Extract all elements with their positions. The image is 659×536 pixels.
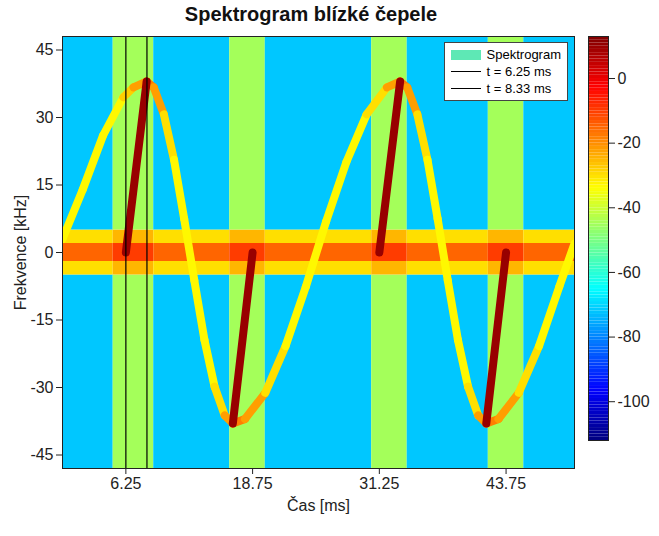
svg-text:Frekvence [kHz]: Frekvence [kHz] — [12, 195, 29, 311]
svg-text:0: 0 — [618, 70, 627, 87]
svg-text:15: 15 — [36, 176, 54, 193]
svg-text:-30: -30 — [30, 379, 53, 396]
svg-text:-45: -45 — [30, 446, 53, 463]
svg-text:31.25: 31.25 — [359, 475, 399, 492]
svg-text:45: 45 — [36, 41, 54, 58]
svg-text:6.25: 6.25 — [110, 475, 141, 492]
html-text:t = 8.33 ms: t = 8.33 ms — [486, 81, 552, 96]
svg-text:0: 0 — [45, 244, 54, 261]
html-text:Spektrogram blízké čepele: Spektrogram blízké čepele — [184, 3, 438, 25]
html-text:t = 6.25 ms: t = 6.25 ms — [486, 64, 552, 79]
svg-text:18.75: 18.75 — [233, 475, 273, 492]
svg-text:-60: -60 — [618, 264, 641, 281]
svg-text:43.75: 43.75 — [486, 475, 526, 492]
svg-text:-20: -20 — [618, 134, 641, 151]
svg-text:-80: -80 — [618, 328, 641, 345]
svg-text:-100: -100 — [618, 393, 650, 410]
svg-text:30: 30 — [36, 109, 54, 126]
svg-text:-15: -15 — [30, 311, 53, 328]
svg-text:Čas [ms]: Čas [ms] — [287, 496, 350, 514]
html-text:Spektrogram: Spektrogram — [486, 47, 561, 62]
svg-text:-40: -40 — [618, 199, 641, 216]
